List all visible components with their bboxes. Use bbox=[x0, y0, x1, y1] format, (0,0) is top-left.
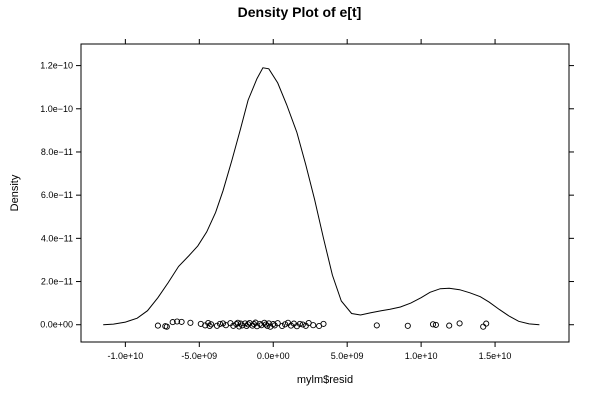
rug-point bbox=[169, 319, 176, 326]
chart-title: Density Plot of e[t] bbox=[238, 4, 362, 20]
rug-point bbox=[174, 318, 181, 325]
rug-point bbox=[237, 320, 244, 327]
y-tick-label: 8.0e−11 bbox=[41, 147, 73, 157]
rug-point bbox=[205, 319, 212, 327]
x-tick-label: 0.0e+00 bbox=[257, 351, 290, 361]
rug-point bbox=[154, 322, 161, 329]
x-tick-label: 5.0e+09 bbox=[331, 351, 364, 361]
rug-point bbox=[256, 320, 263, 327]
rug-point bbox=[206, 322, 213, 330]
rug-point bbox=[299, 321, 306, 328]
rug-point bbox=[432, 321, 439, 328]
rug-point bbox=[216, 320, 224, 327]
rug-point bbox=[234, 319, 241, 326]
rug-point bbox=[274, 320, 281, 327]
x-tick-label: -5.0e+09 bbox=[181, 351, 217, 361]
rug-point bbox=[270, 321, 277, 328]
rug-point bbox=[373, 322, 380, 329]
rug-point bbox=[296, 320, 303, 327]
rug-point bbox=[208, 321, 215, 328]
rug-point bbox=[245, 321, 252, 328]
y-axis: 0.0e+00 2.0e−11 4.0e−11 6.0e−11 8.0e−11 1.0e−… bbox=[40, 61, 574, 330]
rug-point bbox=[187, 319, 194, 326]
rug-point bbox=[163, 323, 170, 330]
rug-point bbox=[279, 322, 286, 330]
rug-point bbox=[310, 322, 317, 329]
rug-point bbox=[265, 320, 272, 327]
rug-points bbox=[154, 318, 490, 330]
rug-point bbox=[456, 320, 463, 327]
y-axis-label: Density bbox=[9, 174, 21, 211]
density-curve bbox=[103, 67, 540, 326]
rug-point bbox=[236, 323, 243, 330]
rug-point bbox=[480, 323, 487, 330]
y-tick-label: 0.0e+00 bbox=[40, 320, 73, 330]
x-tick-label: 1.5e+10 bbox=[479, 351, 512, 361]
x-tick-label: 1.0e+10 bbox=[405, 351, 438, 361]
y-tick-label: 1.0e−10 bbox=[40, 104, 73, 114]
x-tick-label: -1.0e+10 bbox=[107, 351, 143, 361]
rug-point bbox=[213, 322, 221, 329]
rug-point bbox=[178, 318, 185, 325]
x-axis: -1.0e+10 -5.0e+09 0.0e+00 5.0e+09 1.0e+10 1.5… bbox=[107, 39, 511, 361]
y-tick-label: 4.0e−11 bbox=[41, 233, 73, 243]
rug-point bbox=[429, 321, 437, 328]
rug-point bbox=[230, 322, 237, 329]
x-axis-label: mylm$resid bbox=[297, 374, 353, 386]
rug-point bbox=[320, 320, 327, 327]
plot-frame bbox=[80, 43, 570, 343]
rug-point bbox=[252, 319, 259, 326]
y-tick-label: 1.2e−10 bbox=[40, 61, 73, 71]
rug-point bbox=[483, 320, 490, 327]
rug-point bbox=[404, 322, 411, 329]
rug-point bbox=[446, 322, 453, 329]
rug-point bbox=[282, 321, 289, 328]
y-tick-label: 2.0e−11 bbox=[41, 277, 73, 287]
y-tick-label: 6.0e−11 bbox=[41, 190, 73, 200]
